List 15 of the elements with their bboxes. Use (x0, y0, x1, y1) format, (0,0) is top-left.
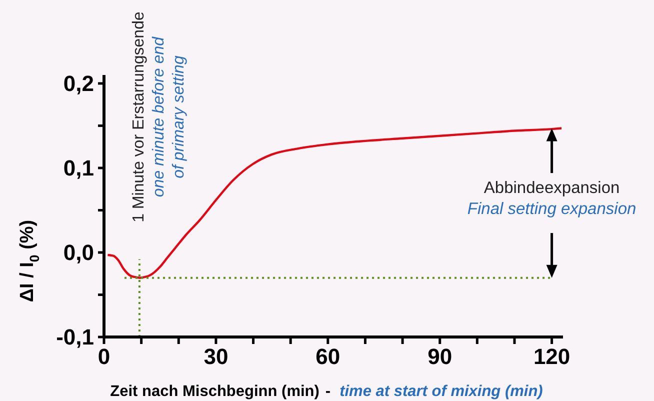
y-tick-label: 0,1 (63, 155, 94, 180)
x-tick-label: 120 (533, 344, 570, 369)
annotation: 1 Minute vor Erstarrungsende (130, 12, 147, 222)
annotation: one minute before end (150, 36, 167, 198)
annotation: Abbindeexpansion (484, 179, 620, 198)
y-tick-label: 0,0 (63, 240, 94, 265)
x-tick-label: 60 (316, 344, 340, 369)
x-axis-title: Zeit nach Mischbeginn (min) - time at start of mixing (min) (110, 383, 543, 400)
annotation: Final setting expansion (467, 200, 636, 218)
y-tick-label: 0,2 (63, 70, 94, 96)
annotation: of primary setting (170, 56, 187, 178)
x-tick-label: 30 (204, 344, 228, 369)
x-tick-label: 90 (428, 344, 452, 369)
y-tick-label: -0,1 (56, 324, 94, 350)
x-tick-label: 0 (98, 344, 110, 369)
